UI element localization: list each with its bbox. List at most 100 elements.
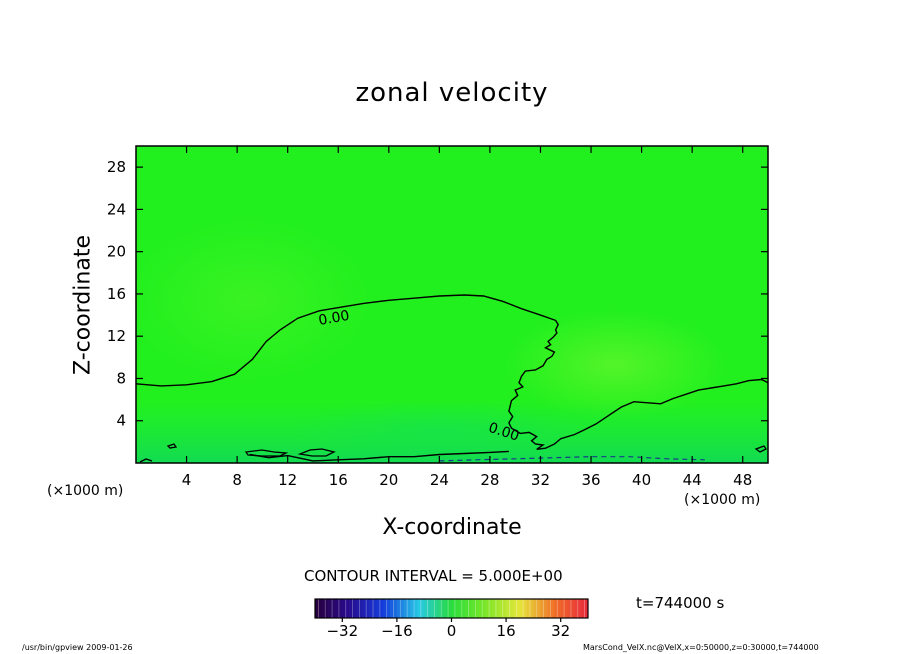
- colorbar-cell: [458, 599, 463, 618]
- colorbar-cell: [332, 599, 336, 618]
- colorbar-cell: [420, 599, 425, 618]
- y-tick-label: 24: [107, 200, 126, 218]
- y-tick-label: 8: [116, 369, 126, 387]
- y-tick-label: 12: [107, 327, 126, 345]
- x-tick-label: 28: [480, 471, 499, 489]
- colorbar-cell: [523, 599, 527, 618]
- y-tick-label: 4: [116, 412, 126, 430]
- x-tick-label: 48: [733, 471, 752, 489]
- colorbar-cell: [321, 599, 326, 618]
- colorbar-cell: [393, 599, 398, 618]
- colorbar-cell: [475, 599, 480, 618]
- contour-label: 0.00: [317, 308, 350, 329]
- colorbar-cell: [536, 599, 541, 618]
- colorbar-cell: [471, 599, 476, 618]
- colorbar-tick-label: −32: [326, 622, 358, 640]
- x-tick-label: 20: [379, 471, 398, 489]
- footer-left: /usr/bin/gpview 2009-01-26: [22, 643, 133, 652]
- colorbar-cell: [478, 599, 483, 618]
- colorbar-cell: [318, 599, 323, 618]
- colorbar-cell: [338, 599, 343, 618]
- colorbar-cell: [489, 599, 493, 618]
- colorbar-cell: [369, 599, 374, 618]
- colorbar-cell: [410, 599, 415, 618]
- colorbar-cell: [373, 599, 377, 618]
- colorbar-cell: [403, 599, 408, 618]
- plot-frame: [135, 145, 769, 464]
- colorbar-cell: [567, 599, 572, 618]
- y-axis: 4 8 12 16 20 24 28: [107, 158, 768, 430]
- y-tick-label: 20: [107, 243, 126, 261]
- colorbar-cell: [413, 599, 418, 618]
- colorbar-cell: [407, 599, 411, 618]
- colorbar-cell: [560, 599, 565, 618]
- colorbar-cell: [461, 599, 466, 618]
- colorbar-cell: [315, 599, 319, 618]
- x-tick-label: 4: [182, 471, 192, 489]
- colorbar-cell: [533, 599, 538, 618]
- colorbar-cell: [325, 599, 329, 618]
- colorbar-cell: [570, 599, 575, 618]
- colorbar-cell: [345, 599, 350, 618]
- colorbar-cell: [390, 599, 394, 618]
- colorbar: −32 −16 0 16 32: [314, 598, 589, 640]
- zero-contour-lower: [249, 450, 509, 462]
- colorbar-tick-label: 16: [497, 622, 516, 640]
- contour-loop: [166, 443, 178, 449]
- colorbar-cell: [355, 599, 360, 618]
- colorbar-cell: [465, 599, 469, 618]
- colorbar-cell: [499, 599, 503, 618]
- colorbar-cell: [454, 599, 459, 618]
- colorbar-cell: [444, 599, 449, 618]
- plot-area: 0.00 0.00: [130, 145, 769, 464]
- colorbar-cell: [519, 599, 524, 618]
- colorbar-cell: [379, 599, 384, 618]
- time-label: t=744000 s: [636, 594, 725, 612]
- field-shading: [130, 220, 370, 380]
- colorbar-cell: [352, 599, 357, 618]
- chart-title: zonal velocity: [355, 78, 549, 108]
- x-axis-label-text: X-coordinate: [382, 515, 522, 540]
- x-tick-label: 40: [632, 471, 651, 489]
- colorbar-cell: [553, 599, 558, 618]
- field-shading: [505, 310, 725, 420]
- colorbar-cell: [543, 599, 548, 618]
- colorbar-cell: [431, 599, 435, 618]
- colorbar-cell: [335, 599, 340, 618]
- colorbar-cell: [506, 599, 510, 618]
- colorbar-cell: [495, 599, 500, 618]
- x-tick-label: 12: [278, 471, 297, 489]
- x-axis-unit: (×1000 m): [684, 492, 761, 508]
- colorbar-cell: [441, 599, 445, 618]
- colorbar-cell: [349, 599, 353, 618]
- colorbar-cell: [434, 599, 439, 618]
- x-tick-label: 16: [329, 471, 348, 489]
- colorbar-cell: [574, 599, 579, 618]
- colorbar-cell: [492, 599, 497, 618]
- contour-loop: [297, 448, 336, 457]
- colorbar-cell: [451, 599, 456, 618]
- colorbar-cell: [448, 599, 452, 618]
- small-contour-loops: [139, 443, 767, 463]
- colorbar-cell: [342, 599, 347, 618]
- colorbar-cell: [400, 599, 405, 618]
- colorbar-cell: [362, 599, 367, 618]
- zero-contour: [135, 294, 769, 450]
- contour-lines: [135, 294, 769, 462]
- colorbar-cell: [328, 599, 333, 618]
- contour-loop: [244, 449, 289, 457]
- colorbar-cell: [577, 599, 582, 618]
- colorbar-cell: [512, 599, 517, 618]
- contour-loop: [754, 445, 767, 453]
- y-axis-label: Z-coordinate: [70, 235, 96, 375]
- x-tick-label: 44: [683, 471, 702, 489]
- footer-right: MarsCond_VelX.nc@VelX,x=0:50000,z=0:3000…: [583, 643, 819, 652]
- colorbar-cell: [526, 599, 531, 618]
- colorbar-tick-label: −16: [381, 622, 413, 640]
- colorbar-cell: [564, 599, 568, 618]
- colorbar-cell: [516, 599, 521, 618]
- colorbar-cell: [437, 599, 442, 618]
- x-tick-label: 36: [581, 471, 600, 489]
- colorbar-cell: [540, 599, 544, 618]
